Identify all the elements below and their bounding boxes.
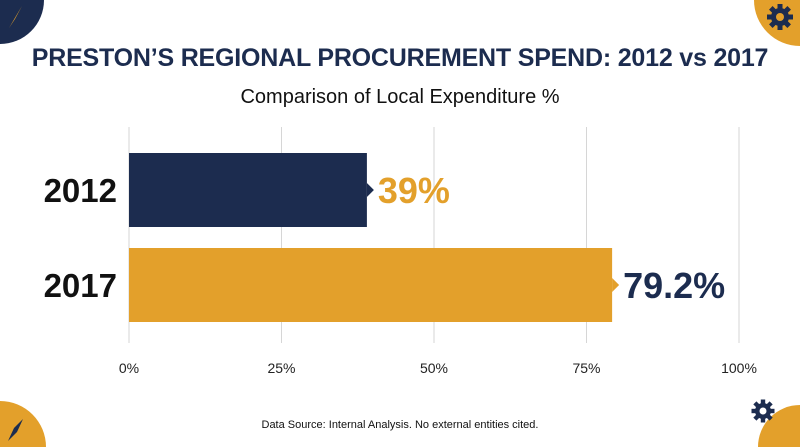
bar: [129, 248, 613, 322]
bar: [129, 153, 367, 227]
category-label: 2017: [44, 267, 117, 304]
x-tick-label: 0%: [119, 360, 139, 376]
bar-arrow: [612, 278, 620, 292]
category-label: 2012: [44, 172, 117, 209]
value-label: 39%: [378, 170, 450, 211]
x-tick-label: 50%: [420, 360, 448, 376]
x-tick-label: 100%: [721, 360, 757, 376]
x-tick-label: 25%: [267, 360, 295, 376]
gear-icon: [754, 0, 800, 46]
bar-arrow: [366, 183, 374, 197]
x-tick-label: 75%: [572, 360, 600, 376]
value-label: 79.2%: [623, 265, 725, 306]
data-source-note: Data Source: Internal Analysis. No exter…: [261, 419, 539, 431]
chart-title: PRESTON’S REGIONAL PROCUREMENT SPEND: 20…: [31, 44, 769, 72]
compass-icon: [0, 401, 46, 447]
compass-icon: [0, 0, 44, 44]
gear-icon: [751, 399, 800, 447]
chart-subtitle: Comparison of Local Expenditure %: [240, 86, 560, 108]
